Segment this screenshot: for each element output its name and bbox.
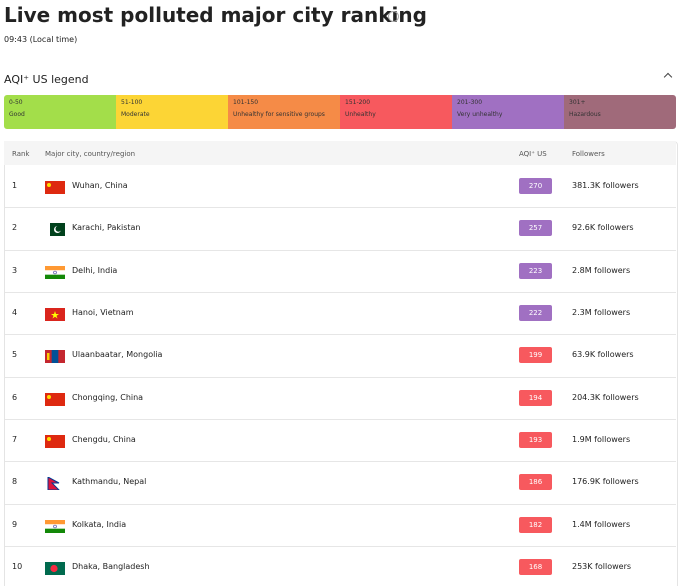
flag	[45, 306, 65, 322]
flag	[45, 348, 65, 364]
column-header: Major city, country/region	[45, 150, 136, 158]
aqi-badge: 182	[519, 516, 552, 533]
row-separator	[5, 418, 676, 420]
column-header: Followers	[572, 150, 605, 158]
followers: 1.4M followers	[572, 519, 631, 529]
flag-icon	[45, 265, 65, 279]
followers: 253K followers	[572, 562, 632, 572]
page-title: Live most polluted major city ranking	[4, 3, 427, 27]
aqi-badge: 257	[519, 220, 552, 237]
row-separator	[5, 376, 676, 378]
aqi-badge: 168	[519, 559, 552, 576]
legend-segment: 151-200 Unhealthy	[340, 95, 452, 129]
flag-icon	[45, 562, 65, 576]
aqi-badge: 199	[519, 347, 552, 364]
legend-range: 51-100	[121, 99, 143, 106]
flag-icon	[45, 223, 65, 237]
flag	[45, 518, 65, 533]
legend-segment: 51-100 Moderate	[116, 95, 228, 129]
followers: 1.9M followers	[572, 435, 631, 445]
flag-icon	[45, 519, 65, 533]
legend-range: 151-200	[345, 99, 371, 106]
rank: 9	[12, 519, 18, 529]
followers: 381.3K followers	[572, 181, 639, 191]
aqi-badge: 223	[519, 262, 552, 279]
row-separator	[5, 461, 676, 463]
info-icon[interactable]	[388, 11, 399, 22]
column-header: AQI⁺ US	[519, 150, 547, 158]
city-name[interactable]: Hanoi, Vietnam	[72, 308, 134, 318]
flag-icon	[45, 308, 65, 322]
column-header: Rank	[12, 150, 30, 158]
rank: 6	[12, 392, 18, 402]
flag-icon	[45, 392, 65, 406]
legend-label: Moderate	[121, 111, 150, 118]
legend-label: Unhealthy for sensitive groups	[233, 111, 325, 118]
flag	[45, 560, 65, 576]
flag-icon	[45, 435, 65, 449]
rank: 2	[12, 223, 18, 233]
flag-icon	[45, 181, 65, 195]
legend-label: Unhealthy	[345, 111, 376, 118]
followers: 2.3M followers	[572, 308, 631, 318]
city-name[interactable]: Ulaanbaatar, Mongolia	[72, 350, 163, 360]
row-separator	[5, 334, 676, 336]
city-name[interactable]: Delhi, India	[72, 265, 118, 275]
aqi-badge: 270	[519, 178, 552, 195]
aqi-badge: 222	[519, 305, 552, 322]
rank: 10	[12, 562, 23, 572]
followers: 63.9K followers	[572, 350, 634, 360]
legend-range: 101-150	[233, 99, 259, 106]
row-separator	[5, 503, 676, 505]
rank: 4	[12, 308, 18, 318]
legend-label: Very unhealthy	[457, 111, 503, 118]
rank: 3	[12, 265, 18, 275]
rank: 8	[12, 477, 18, 487]
legend-title: AQI⁺ US legend	[4, 73, 89, 86]
flag	[45, 391, 65, 406]
legend-range: 201-300	[457, 99, 483, 106]
legend-range: 0-50	[9, 99, 23, 106]
legend-segment: 0-50 Good	[4, 95, 116, 129]
legend-label: Hazardous	[569, 111, 601, 118]
rank: 7	[12, 435, 18, 445]
followers: 176.9K followers	[572, 477, 639, 487]
city-name[interactable]: Kathmandu, Nepal	[72, 477, 147, 487]
aqi-badge: 186	[519, 474, 552, 491]
collapse-toggle[interactable]	[663, 72, 673, 82]
flag	[45, 264, 65, 279]
flag	[45, 433, 65, 449]
row-separator	[5, 545, 676, 547]
aqi-badge: 193	[519, 432, 552, 449]
legend-segment: 101-150 Unhealthy for sensitive groups	[228, 95, 340, 129]
followers: 204.3K followers	[572, 392, 639, 402]
flag-icon	[45, 350, 65, 364]
row-separator	[5, 207, 676, 209]
table-header	[4, 141, 676, 165]
city-name[interactable]: Dhaka, Bangladesh	[72, 562, 150, 572]
city-name[interactable]: Chongqing, China	[72, 392, 144, 402]
city-name[interactable]: Chengdu, China	[72, 435, 136, 445]
row-separator	[5, 291, 676, 293]
legend-range: 301+	[569, 99, 586, 106]
row-separator	[5, 249, 676, 251]
city-name[interactable]: Karachi, Pakistan	[72, 223, 141, 233]
local-time: 09:43 (Local time)	[4, 35, 78, 44]
aqi-badge: 194	[519, 389, 552, 406]
rank: 5	[12, 350, 18, 360]
flag	[45, 179, 65, 195]
flag	[45, 221, 65, 237]
legend-segment: 201-300 Very unhealthy	[452, 95, 564, 129]
flag	[45, 475, 65, 491]
legend-segment: 301+ Hazardous	[564, 95, 676, 129]
legend-label: Good	[9, 111, 25, 118]
rank: 1	[12, 181, 18, 191]
followers: 92.6K followers	[572, 223, 634, 233]
city-name[interactable]: Kolkata, India	[72, 519, 127, 529]
city-name[interactable]: Wuhan, China	[72, 181, 128, 191]
flag-icon	[47, 476, 61, 491]
followers: 2.8M followers	[572, 265, 631, 275]
